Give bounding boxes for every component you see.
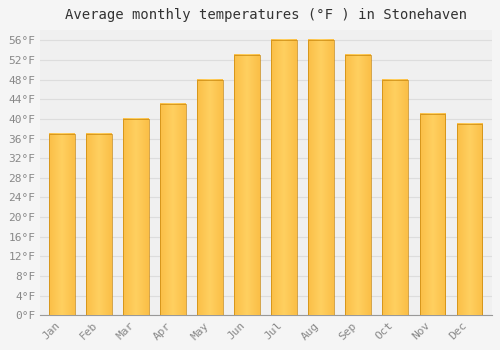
Bar bbox=[456, 124, 482, 315]
Bar bbox=[234, 55, 260, 315]
Bar bbox=[86, 134, 113, 315]
Bar bbox=[420, 114, 446, 315]
Bar bbox=[160, 104, 186, 315]
Bar bbox=[198, 79, 224, 315]
Title: Average monthly temperatures (°F ) in Stonehaven: Average monthly temperatures (°F ) in St… bbox=[65, 8, 467, 22]
Bar bbox=[382, 79, 408, 315]
Bar bbox=[124, 119, 150, 315]
Bar bbox=[50, 134, 76, 315]
Bar bbox=[308, 40, 334, 315]
Bar bbox=[272, 40, 297, 315]
Bar bbox=[346, 55, 372, 315]
